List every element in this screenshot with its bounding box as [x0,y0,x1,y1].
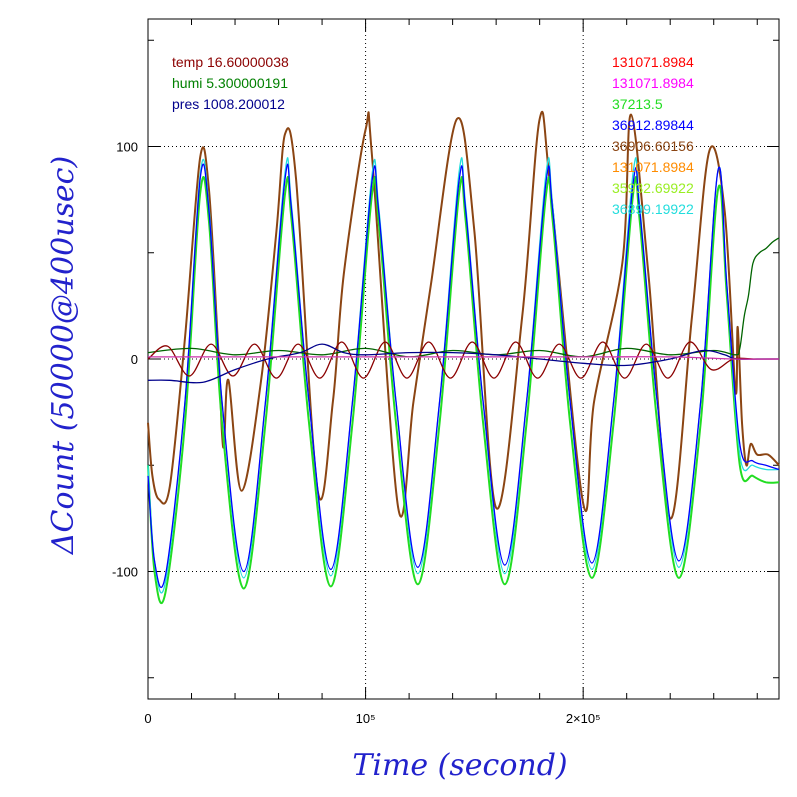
series-line-3 [147,157,780,594]
grid-lines [148,19,779,699]
series-line-8 [147,356,780,360]
legend-right-entry: 36899.19922 [612,201,694,217]
legend-right-entry: 131071.8984 [612,54,694,70]
legend-left-entry: humi 5.300000191 [172,75,288,91]
series-line-7 [147,343,779,384]
legend-right-entry: 35932.69922 [612,180,694,196]
legend-right-entry: 37213.5 [612,96,663,112]
x-tick-label: 10⁵ [356,711,376,726]
legend-right-entry: 36906.60156 [612,138,694,154]
axis-ticks: 0 10⁵ 2×10⁵ 100 0 -100 [112,19,779,726]
series-line-2 [147,176,780,604]
x-axis-title: Time (second) [352,748,567,783]
legend-left-entry: pres 1008.200012 [172,96,285,112]
legend-right-entry: 131071.8984 [612,159,694,175]
series-line-5 [147,237,780,358]
legend-right-entry: 36912.89844 [612,117,694,133]
legend-left-entry: temp 16.60000038 [172,54,289,70]
series-line-6 [147,341,779,379]
series-lines [147,111,780,604]
legend-left: temp 16.60000038 humi 5.300000191 pres 100… [172,54,289,112]
y-tick-label: 100 [116,140,138,155]
y-tick-label: -100 [112,565,138,580]
y-axis-title: ΔCount (50000@400usec) [46,156,81,555]
x-tick-label: 0 [144,711,151,726]
legend-right: 131071.8984 131071.8984 37213.5 36912.89844… [612,54,694,217]
x-tick-label: 2×10⁵ [566,711,601,726]
y-tick-label: 0 [131,352,138,367]
legend-right-entry: 131071.8984 [612,75,694,91]
series-line-4 [147,163,780,589]
